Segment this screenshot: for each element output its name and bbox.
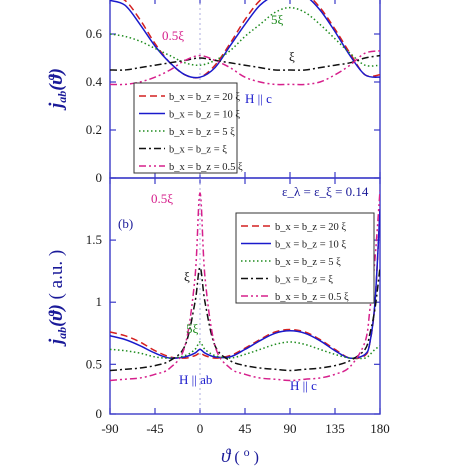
bottom-y-tick-label: 1 — [96, 294, 103, 309]
top-legend: b_x = b_z = 20 ξ b_x = b_z = 10 ξ b_x = b_… — [133, 82, 243, 174]
x-tick-label: 45 — [239, 421, 252, 436]
top-y-tick-label: 0 — [96, 170, 103, 185]
top-legend-label: b_x = b_z = 0.5 ξ — [169, 162, 243, 173]
bottom-legend-label: b_x = b_z = 20 ξ — [275, 222, 346, 233]
top-series-line — [110, 54, 380, 71]
top-annotation-half-xi: 0.5ξ — [162, 28, 184, 43]
x-tick-label: 135 — [325, 421, 345, 436]
top-y-tick-label: 0.4 — [86, 74, 103, 89]
bottom-annotation-five-xi: 5ξ — [186, 321, 199, 336]
bottom-y-tick-label: 0 — [96, 406, 103, 421]
bottom-annotation-h-c: H || c — [290, 378, 317, 393]
bottom-legend-label: b_x = b_z = 5 ξ — [275, 257, 341, 268]
epsilon-label: ε_λ = ε_ξ = 0.14 — [282, 184, 369, 199]
top-series-line — [110, 6, 380, 67]
x-tick-label: -45 — [146, 421, 163, 436]
top-y-tick-label: 0.6 — [86, 26, 103, 41]
x-axis-label: ϑ ( o ) — [221, 445, 259, 467]
bottom-y-tick-label: 0.5 — [86, 356, 102, 371]
bottom-annotation-half-xi: 0.5ξ — [151, 191, 173, 206]
bottom-series-line — [110, 341, 380, 360]
bottom-legend-label: b_x = b_z = 10 ξ — [275, 240, 346, 251]
bottom-y-axis-label: jab(ϑ) ( a.u. ) — [46, 250, 69, 347]
top-legend-label: b_x = b_z = 20 ξ — [169, 92, 240, 103]
x-tick-label: 0 — [197, 421, 204, 436]
bottom-legend-label: b_x = b_z = 0.5 ξ — [275, 292, 349, 303]
top-annotation-five-xi: 5ξ — [271, 12, 284, 27]
top-annotation-xi: ξ — [289, 49, 295, 64]
top-legend-label: b_x = b_z = 5 ξ — [169, 127, 235, 138]
bottom-panel: 0 0.5 1 1.5 -90 -45 0 45 90 135 180 jab(ϑ) ( a.u. … — [46, 177, 390, 467]
top-series-line — [110, 0, 380, 79]
bottom-legend-box — [235, 212, 375, 304]
x-tick-label: -90 — [101, 421, 118, 436]
top-legend-label: b_x = b_z = ξ — [169, 145, 227, 156]
top-series-line — [123, 0, 380, 79]
bottom-series-line — [110, 190, 380, 382]
bottom-panel-label: (b) — [118, 216, 133, 231]
x-tick-label: 90 — [284, 421, 297, 436]
bottom-y-tick-label: 1.5 — [86, 232, 102, 247]
bottom-annotation-xi: ξ — [184, 269, 190, 284]
bottom-annotation-h-ab: H || ab — [179, 372, 212, 387]
bottom-legend: b_x = b_z = 20 ξ b_x = b_z = 10 ξ b_x = b_… — [235, 212, 375, 304]
bottom-series-line — [110, 266, 380, 372]
top-legend-label: b_x = b_z = 10 ξ — [169, 110, 240, 121]
top-legend-box — [133, 82, 238, 174]
x-tick-label: 180 — [370, 421, 390, 436]
top-panel: 0 0.2 0.4 0.6 jab(ϑ) 0.5ξ 5ξ ξ H || c b_x =… — [46, 0, 381, 185]
top-y-axis-label: jab(ϑ) — [46, 68, 69, 111]
top-y-tick-label: 0.2 — [86, 122, 102, 137]
bottom-legend-label: b_x = b_z = ξ — [275, 275, 333, 286]
top-annotation-h-c: H || c — [245, 91, 272, 106]
top-series-line — [110, 50, 380, 86]
